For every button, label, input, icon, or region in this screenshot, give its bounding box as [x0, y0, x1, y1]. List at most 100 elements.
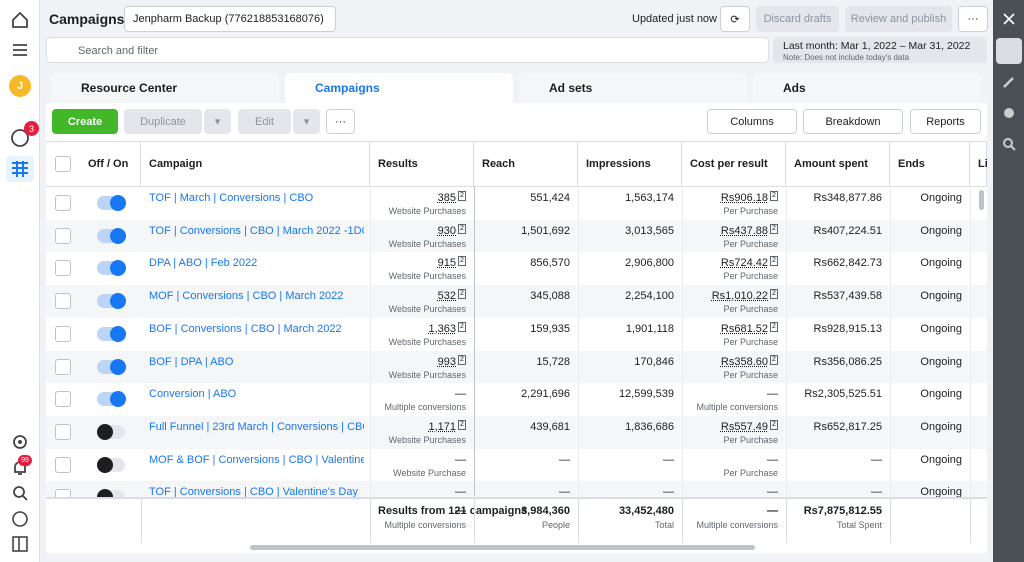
campaign-name[interactable]: TOF | Conversions | CBO | Valentine's Da… [149, 486, 358, 499]
duplicate-menu[interactable]: ▾ [204, 109, 231, 134]
checkbox[interactable] [55, 195, 71, 211]
tab-active[interactable]: Campaigns [285, 73, 513, 103]
header-border [46, 186, 987, 187]
toggle[interactable] [97, 260, 126, 277]
campaign-name[interactable]: MOF & BOF | Conversions | CBO | Valentin… [149, 453, 364, 466]
results-value: 915 [437, 257, 456, 270]
checkbox[interactable] [55, 227, 71, 244]
attribution-mark: 2 [458, 223, 466, 234]
checkbox[interactable] [55, 423, 71, 440]
checkbox[interactable] [55, 293, 71, 310]
column-header[interactable]: Li [970, 142, 987, 186]
columns-button[interactable]: Columns [707, 109, 797, 134]
tab[interactable]: Ad sets [519, 73, 747, 103]
footer-spent: Rs7,875,812.55 [803, 505, 882, 517]
toggle[interactable] [97, 456, 125, 473]
column-header[interactable]: Reach [474, 142, 578, 186]
reach-value: 856,570 [530, 257, 570, 270]
campaign-name[interactable]: MOF | Conversions | CBO | March 2022 [149, 290, 344, 303]
date-picker[interactable]: Last month: Mar 1, 2022 – Mar 31, 2022 N… [773, 37, 987, 63]
search-icon[interactable] [11, 484, 29, 502]
search-bar[interactable]: Search and filter [46, 37, 769, 63]
column-header[interactable]: Ends [890, 142, 970, 186]
results-subtitle: Website Purchases [388, 369, 466, 380]
column-header[interactable]: Off / On [80, 142, 141, 186]
campaign-name[interactable]: BOF | Conversions | CBO | March 2022 [149, 322, 342, 335]
attribution-mark: 2 [770, 191, 778, 201]
reach-value: 159,935 [530, 322, 570, 335]
toggle[interactable] [97, 423, 125, 440]
spent-value: — [871, 486, 882, 499]
attribution-mark: 2 [770, 321, 778, 332]
column-header[interactable]: Cost per result [682, 142, 786, 186]
help-icon[interactable] [11, 510, 29, 528]
more-actions[interactable]: ··· [326, 109, 355, 134]
palette-icon[interactable] [10, 128, 30, 148]
column-header[interactable]: Impressions [578, 142, 682, 186]
checkbox[interactable] [55, 391, 71, 408]
footer-results: — [455, 505, 466, 517]
row-scrollbar[interactable] [979, 190, 984, 210]
column-header[interactable]: Results [370, 142, 474, 186]
scrollbar[interactable] [250, 545, 755, 550]
tab[interactable]: Resource Center [51, 73, 279, 103]
footer-border [890, 499, 891, 543]
toggle[interactable] [97, 358, 126, 375]
duplicate-button[interactable]: Duplicate [124, 109, 202, 134]
history-tool[interactable] [1002, 106, 1016, 120]
account-select[interactable]: Jenpharm Backup (776218853168076) [124, 6, 336, 32]
column-border [370, 186, 371, 496]
toggle-knob [110, 195, 126, 211]
toggle[interactable] [97, 227, 126, 244]
avatar[interactable]: J [9, 75, 31, 97]
more-button[interactable]: ··· [958, 6, 988, 32]
edit-menu[interactable]: ▾ [293, 109, 320, 134]
chart-tool[interactable] [996, 38, 1022, 64]
campaign-name[interactable]: DPA | ABO | Feb 2022 [149, 257, 258, 270]
campaigns-nav[interactable] [6, 156, 34, 182]
campaign-name[interactable]: BOF | DPA | ABO [149, 355, 234, 368]
checkbox[interactable] [55, 325, 71, 342]
attribution-mark: 2 [770, 289, 778, 300]
publish-button[interactable]: Review and publish [845, 6, 952, 32]
settings-icon[interactable] [11, 433, 29, 451]
footer-border [786, 499, 787, 543]
create-button[interactable]: Create [52, 109, 118, 134]
campaign-name[interactable]: TOF | March | Conversions | CBO [149, 192, 314, 204]
home-icon[interactable] [10, 10, 30, 30]
panel-icon[interactable] [11, 535, 29, 553]
campaign-name[interactable]: Full Funnel | 23rd March | Conversions |… [149, 420, 364, 433]
tab[interactable]: Ads [753, 73, 981, 103]
edit-button[interactable]: Edit [238, 109, 291, 134]
menu-icon[interactable] [11, 42, 29, 58]
checkbox[interactable] [55, 156, 71, 172]
close-icon[interactable] [1002, 12, 1016, 26]
reports-button[interactable]: Reports [910, 109, 981, 134]
side-panel [993, 0, 1024, 562]
column-border [890, 186, 891, 496]
spent-value: — [871, 453, 882, 466]
refresh-button[interactable]: ⟳ [720, 6, 750, 32]
results-subtitle: Website Purchase [393, 467, 466, 478]
toggle[interactable] [97, 325, 126, 342]
attribution-mark: 2 [458, 289, 466, 300]
toggle[interactable] [97, 195, 126, 211]
toggle[interactable] [97, 293, 126, 310]
discard-button[interactable]: Discard drafts [756, 6, 839, 32]
campaign-table: Off / On Campaign Results Reach Impressions C… [46, 141, 987, 543]
breakdown-button[interactable]: Breakdown [803, 109, 903, 134]
cost-subtitle: Per Purchase [723, 434, 778, 445]
column-header[interactable]: Campaign [141, 142, 370, 186]
cost-value: — [767, 486, 778, 499]
toggle[interactable] [97, 391, 126, 408]
checkbox[interactable] [55, 358, 71, 375]
inspect-tool[interactable] [1002, 137, 1016, 151]
checkbox[interactable] [55, 260, 71, 277]
campaign-name[interactable]: TOF | Conversions | CBO | March 2022 -1D… [149, 224, 364, 237]
checkbox[interactable] [55, 456, 71, 473]
footer-cost-subtitle: Multiple conversions [696, 520, 778, 530]
toggle-knob [110, 325, 126, 342]
column-header[interactable]: Amount spent [786, 142, 890, 186]
campaign-name[interactable]: Conversion | ABO [149, 388, 237, 401]
edit-tool[interactable] [1002, 75, 1016, 89]
